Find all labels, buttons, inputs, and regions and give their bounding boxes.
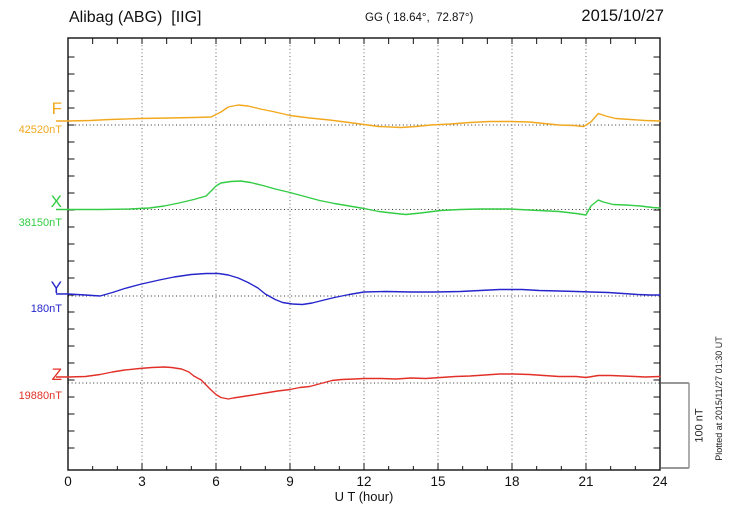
x-tick-label-9: 9 xyxy=(286,474,294,489)
trace-F xyxy=(67,104,661,129)
plotted-timestamp-note: Plotted at 2015/11/27 01:30 UT xyxy=(714,336,724,461)
x-tick-label-6: 6 xyxy=(212,474,220,489)
series-label-Z: Z 19880nT xyxy=(0,366,62,402)
x-tick-label-21: 21 xyxy=(578,474,594,489)
series-letter-Z: Z xyxy=(51,365,62,384)
trace-X xyxy=(67,180,661,216)
series-baseline-value-X: 38150nT xyxy=(18,217,62,229)
x-tick-label-24: 24 xyxy=(652,474,668,489)
observation-date: 2015/10/27 xyxy=(581,7,664,25)
series-letter-X: X xyxy=(50,192,62,211)
series-label-F: F 42520nT xyxy=(0,100,62,136)
station-title: Alibag (ABG) [IIG] xyxy=(69,9,202,26)
x-tick-label-3: 3 xyxy=(138,474,146,489)
series-baseline-value-Y: 180nT xyxy=(30,303,62,315)
x-tick-label-15: 15 xyxy=(430,474,446,489)
series-letter-Y: Y xyxy=(50,278,62,297)
x-axis-label: U T (hour) xyxy=(334,489,394,504)
trace-Z xyxy=(67,366,661,400)
scale-bar-label: 100 nT xyxy=(693,408,706,443)
geographic-coordinates: GG ( 18.64°, 72.87°) xyxy=(365,12,474,24)
x-tick-label-18: 18 xyxy=(504,474,520,489)
series-letter-F: F xyxy=(51,99,62,118)
x-tick-label-0: 0 xyxy=(64,474,72,489)
series-label-Y: Y 180nT xyxy=(0,279,62,315)
trace-Y xyxy=(67,272,661,306)
x-tick-label-12: 12 xyxy=(356,474,372,489)
series-label-X: X 38150nT xyxy=(0,193,62,229)
series-baseline-value-Z: 19880nT xyxy=(18,390,62,402)
series-baseline-value-F: 42520nT xyxy=(18,124,62,136)
